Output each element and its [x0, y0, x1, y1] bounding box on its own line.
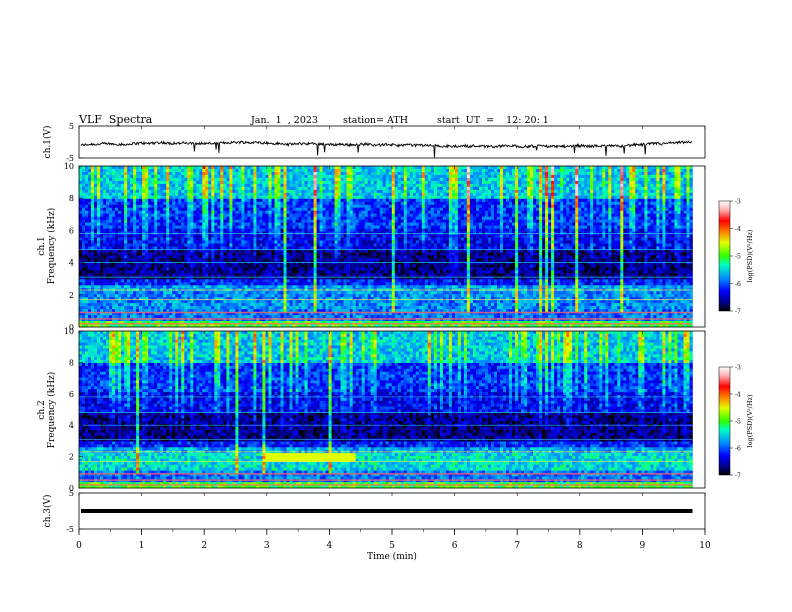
colorbar-tick-label: -4 [735, 392, 741, 399]
freq-tick-label: 8 [69, 194, 74, 203]
freq-tick-label: 0 [69, 323, 74, 332]
ch1-spectrogram-image [79, 166, 693, 328]
time-tick-label: 10 [699, 541, 711, 551]
colorbar-tick-label: -6 [735, 446, 741, 453]
freq-tick-label: 4 [69, 259, 74, 268]
colorbar-tick-label: -3 [735, 199, 741, 206]
figure-title: VLF Spectra [79, 113, 152, 126]
ch2-freq-yticks: 0 2 4 6 8 10 [64, 327, 83, 493]
panel-ch1-spectrogram: 0 2 4 6 8 10 ch.1Frequency (kHz) -3 -4 -5 -6 -7 l… [37, 162, 754, 332]
ch1-colorbar-label: log(PSD)(V²/Hz) [746, 229, 754, 282]
ch1-yticks: 5 -5 [66, 122, 83, 163]
colorbar-tick-label: -6 [735, 281, 741, 288]
start-time-label: start UT = 12: 20: 1 [437, 115, 549, 126]
freq-tick-label: 0 [69, 484, 74, 493]
ch1-freq-ylabel-line1: ch.1Frequency (kHz) [37, 208, 57, 285]
time-tick-label: 3 [264, 541, 270, 551]
panel-ch3-waveform: 5 -5 ch.3(V) [42, 489, 706, 534]
time-tick-label: 0 [76, 541, 82, 551]
panel-ch2-spectrogram: 0 2 4 6 8 10 ch.2Frequency (kHz) -3 -4 -5 -6 -7 l… [37, 327, 754, 493]
ch1-trace [80, 140, 693, 158]
time-tick-label: 2 [201, 541, 207, 551]
time-tick-label: 7 [514, 541, 520, 551]
time-tick-label: 9 [640, 541, 646, 551]
station-label: station= ATH [343, 115, 408, 126]
ch3-yticks: 5 -5 [66, 489, 83, 534]
ch2-colorbar-ticks: -3 -4 -5 -6 -7 [730, 365, 741, 480]
colorbar-tick-label: -7 [735, 473, 741, 480]
ch2-colorbar: -3 -4 -5 -6 -7 log(PSD)(V²/Hz) [718, 365, 754, 480]
time-tick-label: 8 [577, 541, 583, 551]
time-axis: 0 1 2 3 4 5 6 7 8 9 10 [76, 126, 711, 551]
ch2-colorbar-label: log(PSD)(V²/Hz) [746, 394, 754, 447]
colorbar-tick-label: -4 [735, 226, 741, 233]
ch3-ylabel: ch.3(V) [42, 495, 53, 528]
ch2-spectrogram-image [79, 331, 693, 489]
time-axis-label: Time (min) [367, 551, 417, 562]
ch2-colorbar-scale [718, 366, 731, 476]
colorbar-tick-label: -5 [735, 254, 741, 261]
ytick-label: -5 [66, 525, 74, 534]
freq-tick-label: 2 [69, 291, 74, 300]
ch1-colorbar-ticks: -3 -4 -5 -6 -7 [730, 199, 741, 316]
colorbar-tick-label: -7 [735, 309, 741, 316]
freq-tick-label: 4 [69, 421, 74, 430]
colorbar-tick-label: -3 [735, 365, 741, 372]
ytick-label: 5 [69, 122, 74, 131]
freq-tick-label: 6 [69, 226, 74, 235]
freq-tick-label: 10 [64, 162, 74, 171]
time-tick-label: 1 [139, 541, 145, 551]
ch1-signal-line [80, 140, 693, 158]
freq-tick-label: 10 [64, 327, 74, 336]
time-tick-label: 4 [327, 541, 333, 551]
time-tick-label: 5 [389, 541, 395, 551]
colorbar-tick-label: -5 [735, 419, 741, 426]
ytick-label: 5 [69, 489, 74, 498]
ytick-label: -5 [66, 154, 74, 163]
freq-tick-label: 2 [69, 453, 74, 462]
ch1-frame [78, 125, 706, 159]
ch1-freq-yticks: 0 2 4 6 8 10 [64, 162, 83, 332]
freq-tick-label: 6 [69, 390, 74, 399]
time-tick-label: 6 [452, 541, 458, 551]
freq-tick-label: 8 [69, 358, 74, 367]
ch1-ylabel: ch.1(V) [42, 126, 53, 159]
ch1-colorbar: -3 -4 -5 -6 -7 log(PSD)(V²/Hz) [718, 199, 754, 316]
ch1-colorbar-scale [718, 200, 731, 312]
date-label: Jan. 1 , 2023 [251, 115, 318, 126]
ch2-freq-ylabel: ch.2Frequency (kHz) [37, 372, 57, 449]
